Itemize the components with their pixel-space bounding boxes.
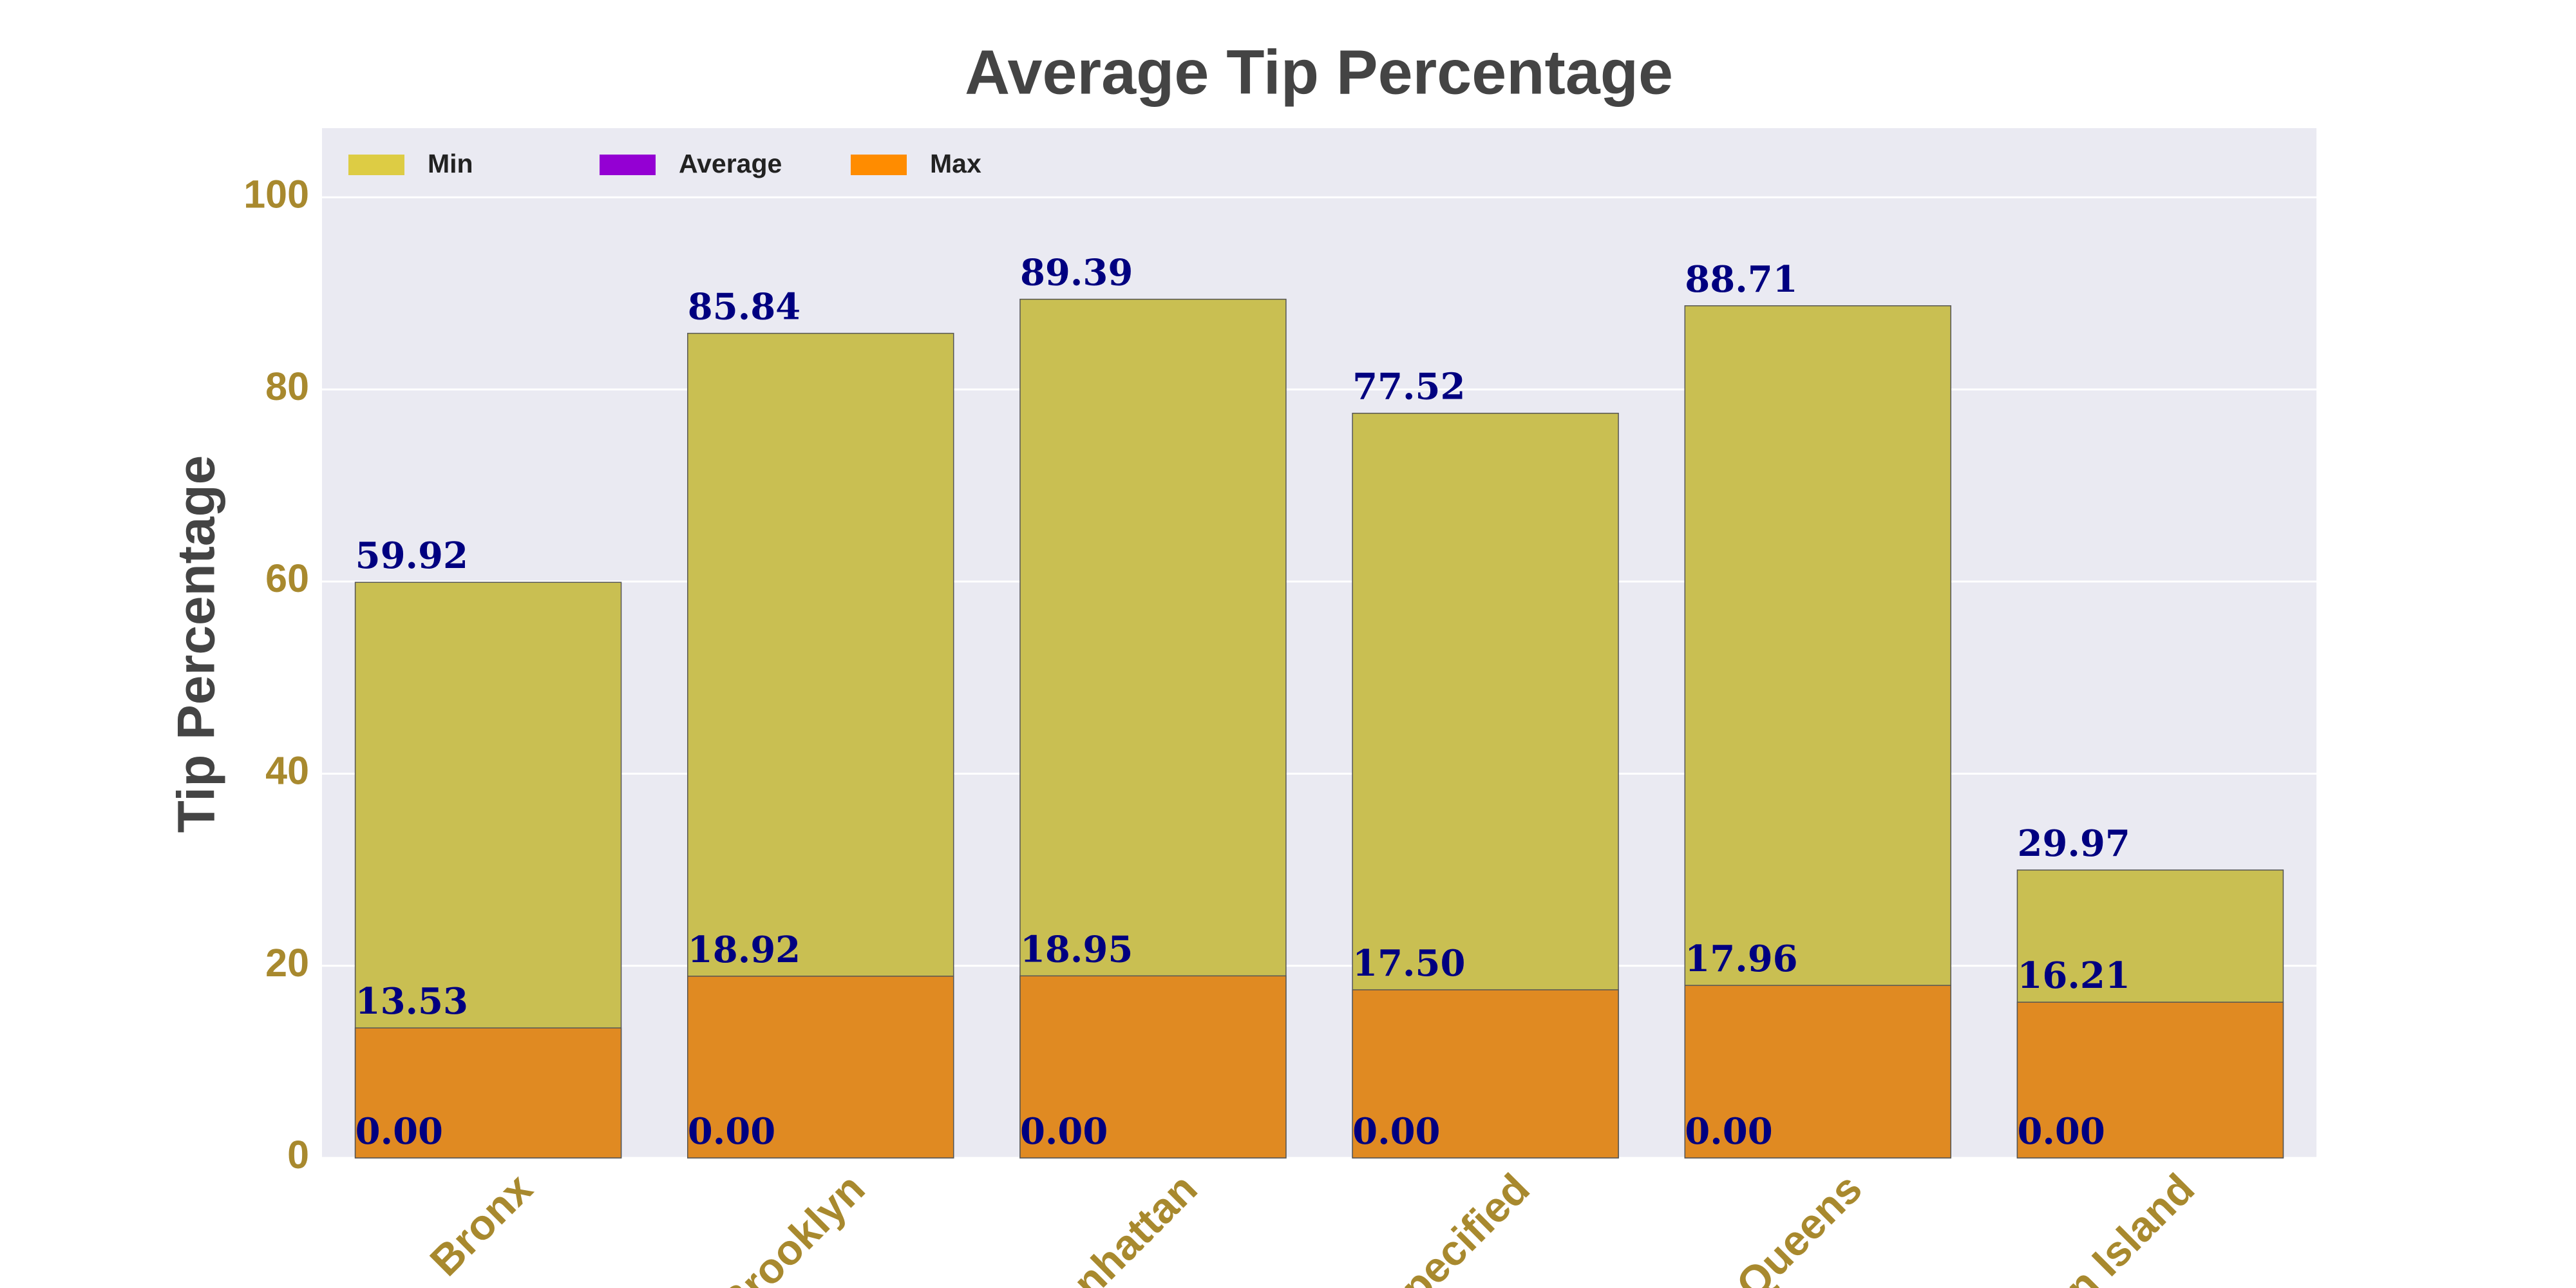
- data-label: 0.00: [1685, 1110, 1772, 1153]
- bar: [1352, 989, 1619, 1159]
- y-tick-label: 100: [243, 173, 309, 216]
- y-tick-label: 80: [265, 365, 309, 408]
- data-label: 0.00: [2017, 1110, 2105, 1153]
- legend-label: Min: [428, 149, 473, 178]
- bar: [2016, 1001, 2284, 1159]
- bar: [1684, 985, 1951, 1159]
- x-tick-label: Manhattan: [1022, 1164, 1206, 1288]
- data-label: 89.39: [1020, 252, 1133, 294]
- x-tick-label: Staten Island: [1982, 1164, 2203, 1288]
- x-tick-label: Bronx: [421, 1164, 541, 1285]
- legend-label: Average: [679, 149, 782, 178]
- legend-swatch: [851, 155, 907, 175]
- data-label: 0.00: [1352, 1110, 1440, 1153]
- bar: [354, 1027, 622, 1159]
- data-label: 17.96: [1685, 938, 1797, 980]
- data-label: 17.50: [1352, 942, 1465, 985]
- data-label: 0.00: [1020, 1110, 1108, 1153]
- data-label: 18.92: [688, 929, 800, 971]
- data-label: 85.84: [688, 286, 800, 328]
- legend-label: Max: [930, 149, 981, 178]
- x-tick-label: Queens: [1727, 1164, 1871, 1288]
- data-label: 18.95: [1020, 928, 1133, 971]
- x-tick-label: Unspecified: [1334, 1164, 1539, 1288]
- data-label: 16.21: [2017, 954, 2130, 997]
- y-tick-label: 60: [265, 556, 309, 600]
- data-label: 59.92: [355, 535, 468, 577]
- data-label: 29.97: [2017, 822, 2130, 865]
- data-label: 13.53: [355, 980, 468, 1023]
- plot-area: [322, 128, 2316, 1158]
- y-tick-label: 20: [265, 941, 309, 985]
- y-tick-label: 0: [287, 1133, 309, 1177]
- y-tick-label: 40: [265, 748, 309, 792]
- y-axis-label: Tip Percentage: [167, 455, 226, 833]
- data-label: 88.71: [1685, 258, 1797, 301]
- chart-title: Average Tip Percentage: [965, 37, 1673, 108]
- legend-swatch: [348, 155, 404, 175]
- bar: [687, 976, 954, 1159]
- data-label: 0.00: [688, 1110, 775, 1153]
- legend-swatch: [600, 155, 656, 175]
- data-label: 77.52: [1352, 366, 1465, 408]
- x-tick-label: Brooklyn: [710, 1164, 874, 1288]
- bar: [1019, 975, 1287, 1159]
- data-label: 0.00: [355, 1110, 443, 1153]
